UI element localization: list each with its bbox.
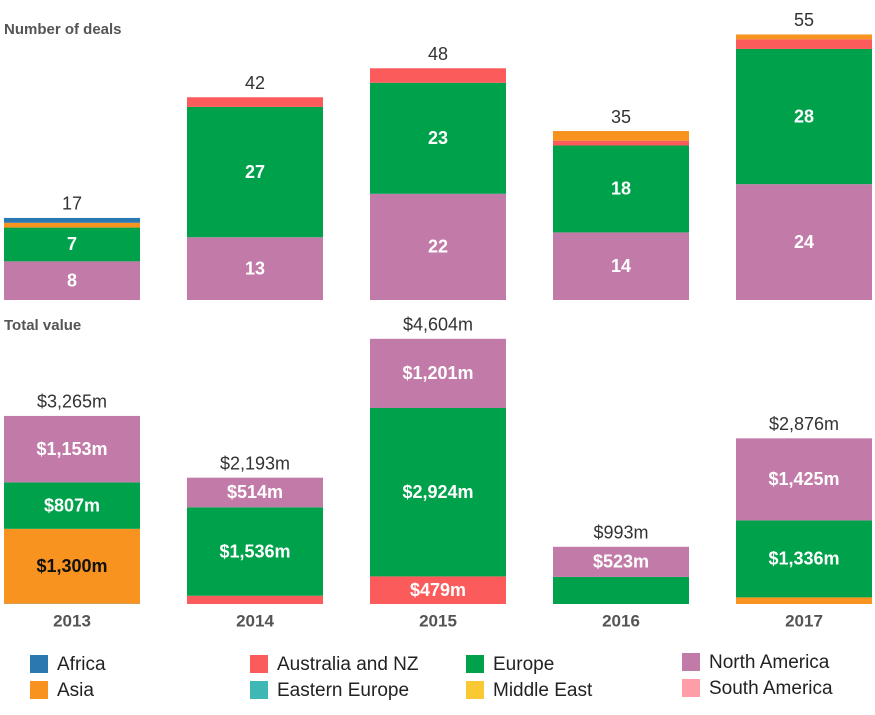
segment-label: $1,300m bbox=[36, 556, 107, 576]
segment-label: 18 bbox=[611, 179, 631, 199]
legend-swatch bbox=[682, 679, 700, 697]
bar-segment bbox=[736, 34, 872, 40]
total-label: 35 bbox=[611, 107, 631, 127]
legend-label: Europe bbox=[493, 654, 554, 675]
bar-segment bbox=[736, 39, 872, 49]
segment-label: 24 bbox=[794, 232, 814, 252]
bar-segment bbox=[187, 237, 323, 300]
legend-swatch bbox=[682, 653, 700, 671]
legend-swatch bbox=[30, 681, 48, 699]
legend-label: Australia and NZ bbox=[277, 654, 419, 675]
bar-segment bbox=[4, 528, 140, 604]
total-label: $4,604m bbox=[403, 315, 473, 335]
bar-segment bbox=[4, 415, 140, 483]
legend-label: Middle East bbox=[493, 680, 593, 701]
x-tick-label: 2015 bbox=[419, 611, 457, 630]
segment-label: $807m bbox=[44, 495, 100, 515]
bar-segment bbox=[370, 407, 506, 577]
segment-label: 23 bbox=[428, 128, 448, 148]
bar-segment bbox=[736, 520, 872, 598]
segment-label: 28 bbox=[794, 106, 814, 126]
segment-label: $1,536m bbox=[219, 541, 290, 561]
total-label: 55 bbox=[794, 10, 814, 30]
bar-segment bbox=[553, 140, 689, 146]
bar-segment bbox=[4, 227, 140, 262]
bar-segment bbox=[4, 261, 140, 300]
segment-label: 8 bbox=[67, 270, 77, 290]
x-tick-label: 2013 bbox=[53, 611, 91, 630]
bar-segment bbox=[553, 145, 689, 233]
bar-segment bbox=[187, 507, 323, 596]
segment-label: $479m bbox=[410, 580, 466, 600]
total-label: $2,193m bbox=[220, 453, 290, 473]
bar-segment bbox=[736, 597, 872, 604]
segment-label: $1,425m bbox=[768, 469, 839, 489]
panel-title: Number of deals bbox=[4, 21, 122, 38]
bar-segment bbox=[187, 106, 323, 238]
bar-segment bbox=[553, 232, 689, 300]
bar-segment bbox=[4, 217, 140, 223]
total-label: $993m bbox=[593, 523, 648, 543]
total-label: $3,265m bbox=[37, 392, 107, 412]
legend-label: Asia bbox=[57, 680, 94, 701]
bar-segment bbox=[553, 546, 689, 577]
bar-segment bbox=[187, 477, 323, 508]
bar-segment bbox=[736, 184, 872, 300]
legend-swatch bbox=[30, 655, 48, 673]
total-label: 17 bbox=[62, 194, 82, 214]
segment-label: 13 bbox=[245, 258, 265, 278]
segment-label: 7 bbox=[67, 234, 77, 254]
segment-label: 22 bbox=[428, 237, 448, 257]
segment-label: $1,201m bbox=[402, 363, 473, 383]
bar-segment bbox=[370, 576, 506, 604]
segment-label: 14 bbox=[611, 256, 631, 276]
segment-label: $1,153m bbox=[36, 439, 107, 459]
bar-segment bbox=[187, 595, 323, 604]
bar-segment bbox=[370, 82, 506, 194]
segment-label: $514m bbox=[227, 482, 283, 502]
x-tick-label: 2017 bbox=[785, 611, 823, 630]
legend-label: North America bbox=[709, 652, 830, 673]
bar-segment bbox=[370, 338, 506, 408]
bar-segment bbox=[736, 48, 872, 185]
x-tick-label: 2016 bbox=[602, 611, 640, 630]
legend-swatch bbox=[466, 655, 484, 673]
bar-segment bbox=[553, 576, 689, 604]
segment-label: 27 bbox=[245, 162, 265, 182]
segment-label: $2,924m bbox=[402, 482, 473, 502]
bar-segment bbox=[553, 131, 689, 141]
panel-title: Total value bbox=[4, 317, 81, 334]
bar-segment bbox=[4, 482, 140, 529]
bar-segment bbox=[4, 222, 140, 228]
legend-label: Africa bbox=[57, 654, 106, 675]
bar-segment bbox=[187, 97, 323, 107]
bar-segment bbox=[370, 193, 506, 300]
total-label: 42 bbox=[245, 73, 265, 93]
bar-segment bbox=[370, 68, 506, 83]
x-tick-label: 2014 bbox=[236, 611, 274, 630]
segment-label: $523m bbox=[593, 552, 649, 572]
bar-segment bbox=[736, 438, 872, 521]
segment-label: $1,336m bbox=[768, 549, 839, 569]
legend-label: South America bbox=[709, 678, 833, 699]
total-label: $2,876m bbox=[769, 414, 839, 434]
legend-swatch bbox=[250, 681, 268, 699]
legend-swatch bbox=[250, 655, 268, 673]
legend-label: Eastern Europe bbox=[277, 680, 409, 701]
total-label: 48 bbox=[428, 44, 448, 64]
legend-swatch bbox=[466, 681, 484, 699]
